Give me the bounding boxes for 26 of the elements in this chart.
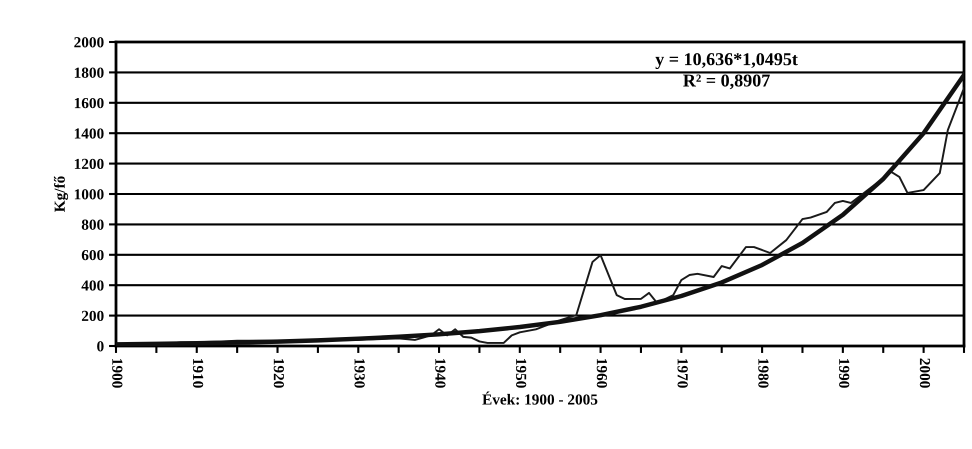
y-tick-label: 1200	[74, 158, 104, 170]
x-tick-label: 1950	[516, 359, 526, 388]
x-tick-label: 1930	[354, 359, 365, 388]
x-tick-label: 1940	[435, 359, 446, 388]
annotation: R² = 0,8907	[683, 74, 770, 90]
y-tick-label: 1400	[74, 128, 104, 139]
x-tick-label: 1960	[596, 359, 608, 388]
y-tick-label: 200	[82, 310, 104, 322]
x-tick-label: 1920	[274, 359, 284, 388]
annotation: y = 10,636*1,0495t	[655, 53, 798, 70]
y-tick-label: 1600	[74, 98, 104, 108]
x-tick-label: 1990	[839, 359, 850, 388]
x-axis-title: Évek: 1900 - 2005	[482, 391, 598, 405]
x-tick-label: 2000	[920, 358, 930, 388]
y-tick-label: 800	[82, 220, 104, 230]
y-tick-label: 2000	[74, 37, 104, 48]
x-tick-label: 1910	[192, 359, 204, 388]
y-tick-label: 0	[97, 341, 104, 352]
y-axis-title: Kg/fő	[54, 176, 68, 212]
y-tick-label: 1800	[74, 68, 104, 78]
x-tick-label: 1980	[758, 359, 769, 388]
y-tick-label: 400	[81, 280, 104, 291]
x-tick-label: 1970	[678, 359, 688, 388]
x-tick-label: 1900	[112, 359, 122, 388]
y-tick-label: 600	[82, 250, 104, 260]
y-tick-label: 1000	[74, 189, 104, 200]
